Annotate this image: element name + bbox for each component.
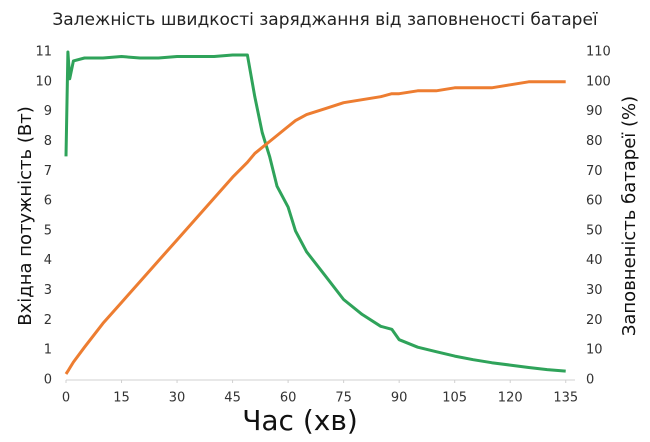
y2-tick-label: 110	[586, 45, 611, 60]
x-tick-label: 105	[442, 391, 467, 406]
x-tick-label: 30	[169, 391, 186, 406]
y2-tick-label: 80	[586, 134, 603, 149]
x-tick-label: 45	[224, 391, 241, 406]
y2-tick-label: 0	[586, 373, 594, 388]
y2-tick-label: 10	[586, 343, 603, 358]
x-tick-label: 15	[113, 391, 130, 406]
y-tick-label: 11	[35, 45, 52, 60]
y2-tick-label: 60	[586, 194, 603, 209]
y-tick-label: 6	[44, 194, 52, 209]
y2-tick-label: 50	[586, 223, 603, 238]
y-tick-label: 5	[44, 223, 52, 238]
y-axis-label: Вхідна потужність (Вт)	[15, 106, 36, 325]
y2-tick-label: 40	[586, 253, 603, 268]
y2-tick-label: 70	[586, 164, 603, 179]
y2-tick-label: 30	[586, 283, 603, 298]
y2-axis-label: Заповненість батареї (%)	[619, 96, 640, 336]
x-tick-label: 135	[553, 391, 578, 406]
y-tick-label: 10	[35, 74, 52, 89]
x-tick-label: 90	[391, 391, 408, 406]
data-line	[64, 80, 566, 375]
y-tick-label: 9	[44, 104, 52, 119]
y2-tick-label: 20	[586, 313, 603, 328]
y-tick-label: 4	[44, 253, 52, 268]
y-tick-label: 3	[44, 283, 52, 298]
y-tick-label: 8	[44, 134, 52, 149]
data-line	[64, 50, 566, 373]
x-tick-label: 0	[62, 391, 70, 406]
y2-tick-label: 100	[586, 74, 611, 89]
y-tick-label: 7	[44, 164, 52, 179]
y-tick-label: 2	[44, 313, 52, 328]
y-tick-label: 1	[44, 343, 52, 358]
y2-tick-label: 90	[586, 104, 603, 119]
x-tick-label: 120	[498, 391, 523, 406]
y-tick-label: 0	[44, 373, 52, 388]
x-tick-label: 75	[335, 391, 352, 406]
x-axis-label: Час (хв)	[242, 404, 358, 437]
x-tick-label: 60	[280, 391, 297, 406]
chart-title: Залежність швидкості заряджання від запо…	[52, 10, 598, 30]
